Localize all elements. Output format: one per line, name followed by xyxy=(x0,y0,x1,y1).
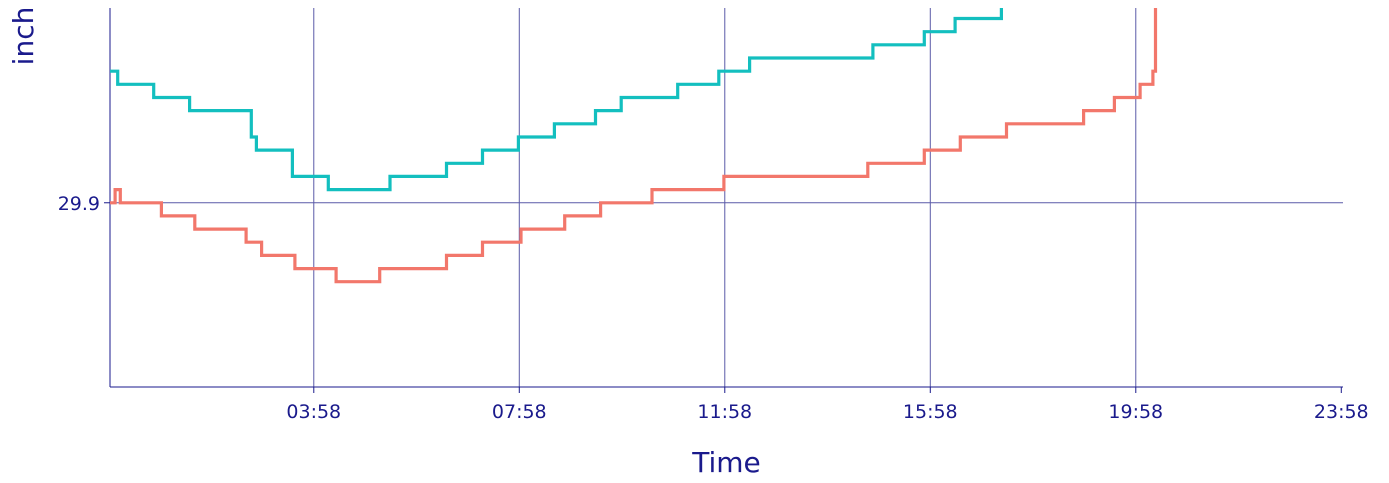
x-tick-label: 03:58 xyxy=(286,401,341,423)
series-line-2 xyxy=(110,8,1158,284)
x-tick-label: 11:58 xyxy=(697,401,752,423)
axis-layer xyxy=(109,8,1343,388)
y-axis-title: inch xyxy=(7,7,40,66)
y-tick-label: 29.9 xyxy=(58,193,100,215)
x-tick-label: 07:58 xyxy=(492,401,547,423)
series-layer xyxy=(110,8,1158,284)
x-axis-title: Time xyxy=(691,446,761,479)
x-tick-label: 15:58 xyxy=(903,401,958,423)
series-line-1 xyxy=(110,8,1003,192)
x-tick-label: 23:58 xyxy=(1314,401,1369,423)
grid-layer xyxy=(110,8,1343,387)
x-tick-label: 19:58 xyxy=(1108,401,1163,423)
tick-label-layer: 03:58 07:58 11:58 15:58 19:58 23:58 29.9 xyxy=(58,193,1369,423)
